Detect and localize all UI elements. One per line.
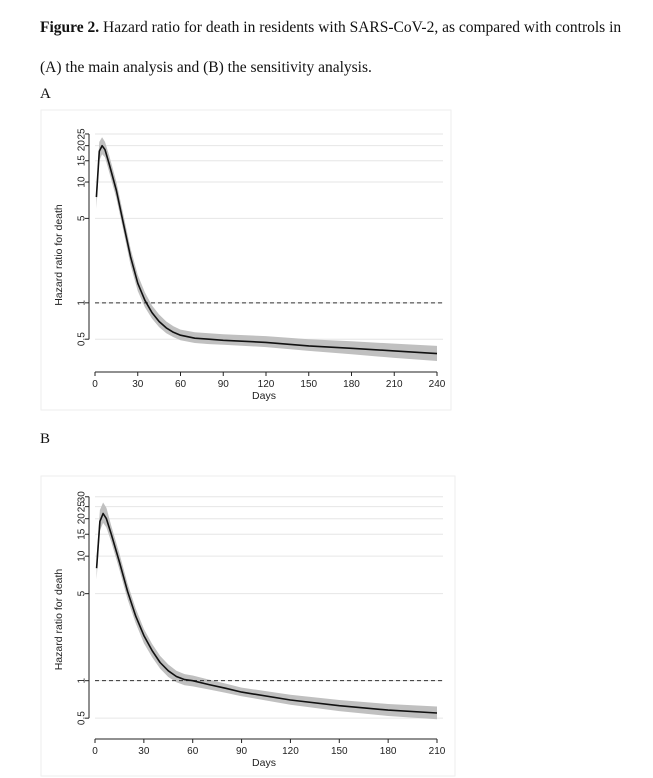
y-axis-title: Hazard ratio for death <box>53 204 65 306</box>
y-tick-label: 20 <box>77 140 88 152</box>
x-tick-label: 0 <box>92 746 98 757</box>
figure-label: Figure 2. <box>40 19 100 36</box>
x-tick-label: 30 <box>138 746 150 757</box>
x-tick-label: 180 <box>380 746 397 757</box>
x-tick-label: 120 <box>282 746 299 757</box>
plot-frame <box>40 109 452 411</box>
confidence-band <box>96 137 438 361</box>
y-tick-label: 15 <box>77 155 88 167</box>
y-tick-label: 25 <box>77 128 88 140</box>
x-tick-label: 150 <box>300 379 317 390</box>
x-tick-label: 30 <box>132 379 144 390</box>
confidence-band <box>96 502 437 720</box>
x-tick-label: 210 <box>386 379 403 390</box>
y-tick-label: 1 <box>77 300 88 306</box>
plot-frame <box>40 475 456 777</box>
y-axis-title: Hazard ratio for death <box>53 569 65 671</box>
hazard-ratio-line <box>95 144 438 355</box>
x-tick-label: 150 <box>331 746 348 757</box>
panel-a-label: A <box>40 86 51 102</box>
x-tick-label: 0 <box>92 379 98 390</box>
x-tick-label: 60 <box>187 746 199 757</box>
y-tick-label: 0.5 <box>77 711 88 725</box>
figure-caption: Figure 2. Hazard ratio for death in resi… <box>40 8 640 88</box>
x-axis-title: Days <box>252 390 276 402</box>
x-tick-label: 60 <box>175 379 187 390</box>
y-tick-label: 15 <box>77 528 88 540</box>
y-tick-label: 5 <box>77 590 88 596</box>
hazard-ratio-line <box>95 512 438 714</box>
y-tick-label: 10 <box>77 176 88 188</box>
y-tick-label: 10 <box>77 550 88 562</box>
y-tick-label: 0.5 <box>77 332 88 346</box>
y-tick-label: 30 <box>77 491 88 503</box>
x-tick-label: 240 <box>429 379 446 390</box>
x-tick-label: 180 <box>343 379 360 390</box>
y-tick-label: 20 <box>77 513 88 525</box>
x-tick-label: 90 <box>218 379 230 390</box>
x-tick-label: 120 <box>258 379 275 390</box>
panel-b-label: B <box>40 431 51 447</box>
y-tick-label: 5 <box>77 215 88 221</box>
x-axis-title: Days <box>252 757 276 769</box>
y-tick-label: 1 <box>77 677 88 683</box>
y-tick-label: 25 <box>77 501 88 513</box>
x-tick-label: 210 <box>429 746 446 757</box>
figure-caption-text: Hazard ratio for death in residents with… <box>40 19 622 76</box>
x-tick-label: 90 <box>236 746 248 757</box>
